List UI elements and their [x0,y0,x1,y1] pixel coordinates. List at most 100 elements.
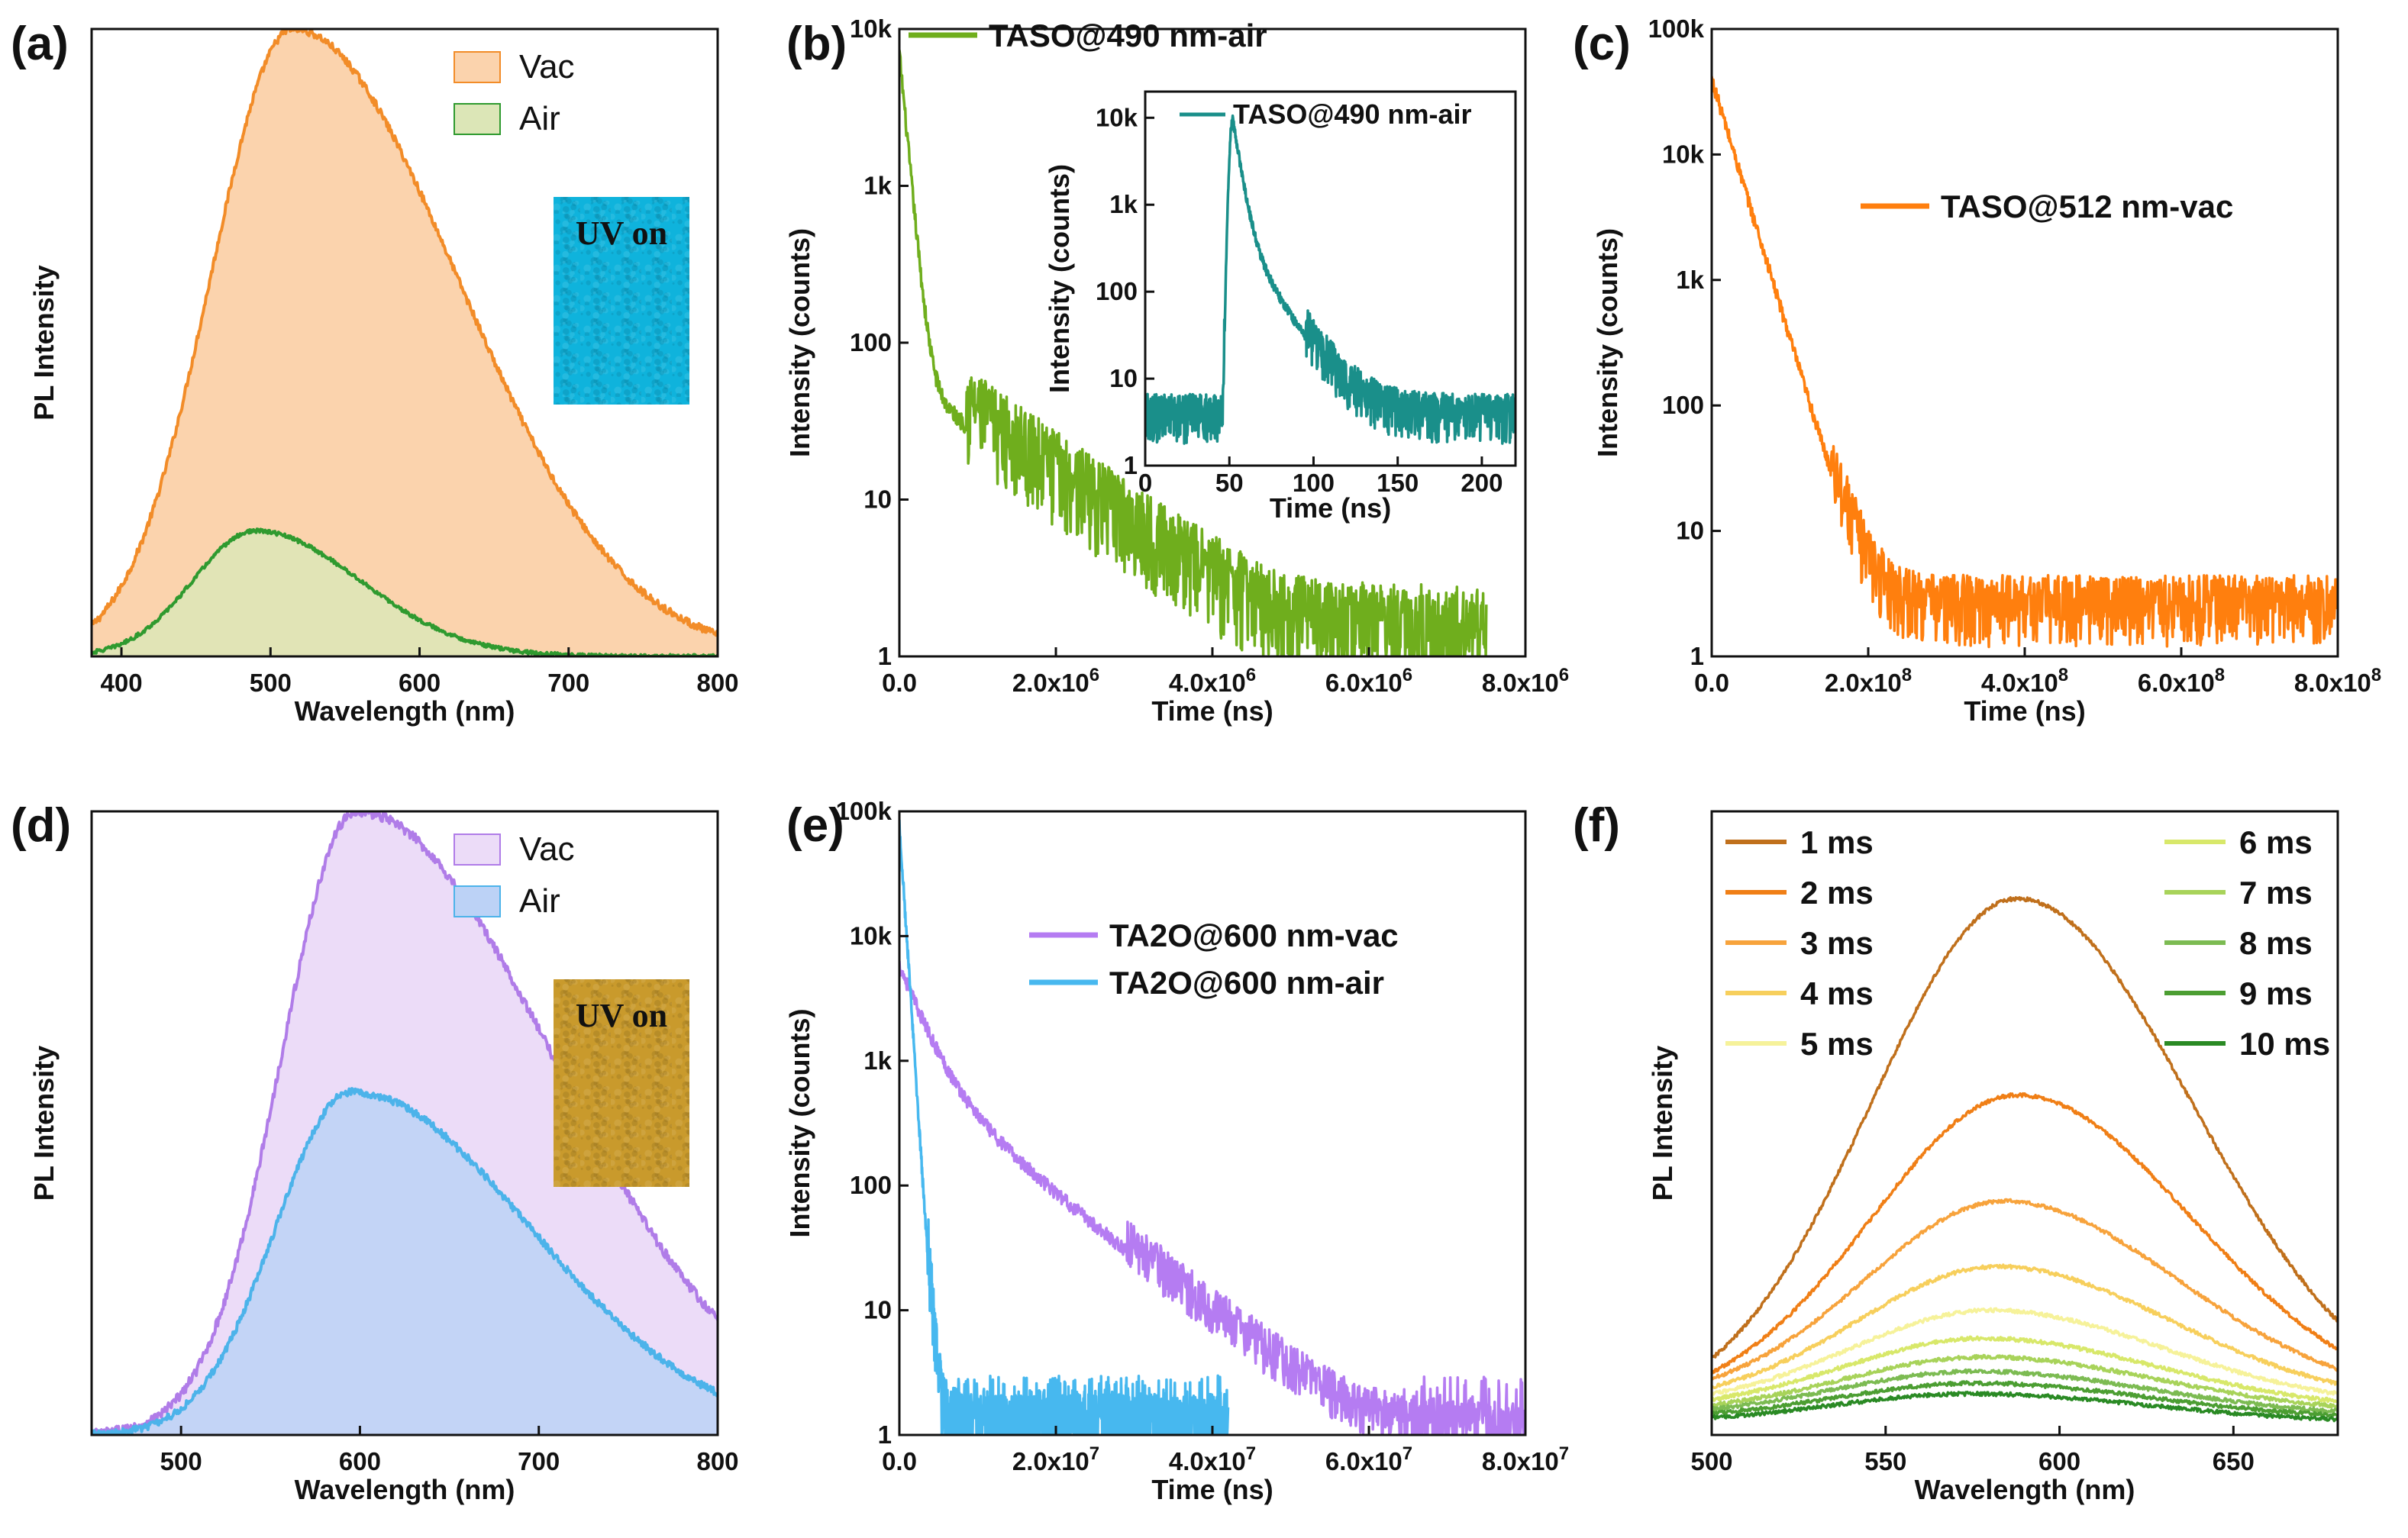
y-axis-title: PL Intensity [28,265,60,420]
x-tick-label: 8.0x106 [1482,665,1569,697]
x-axis-title: Time (ns) [1964,695,2085,727]
plot-frame [1710,27,2339,658]
legend-swatch [454,885,501,917]
series-line-7-ms [1712,1353,2338,1409]
legend-label: 2 ms [1800,875,1874,911]
legend: Vac Air [454,830,575,920]
x-tick-label: 8.0x107 [1482,1443,1569,1475]
x-tick-label: 700 [547,669,589,697]
series-line-6-ms [1712,1335,2338,1404]
y-tick-label: 1k [1109,190,1138,218]
panel-label: (b) [786,18,847,70]
x-tick-label: 0.0 [882,669,917,697]
y-tick-label: 10 [863,1296,892,1324]
y-tick-label: 100 [1662,391,1704,419]
panel-label: (c) [1573,18,1631,70]
x-tick-label: 500 [1690,1447,1732,1475]
series-line-3-ms [1712,1198,2338,1381]
series-group [899,50,1488,656]
panel-label: (f) [1573,799,1620,852]
x-axis-title: Wavelength (nm) [295,1474,515,1505]
panel-d: (d) 500 600 700 800 Wavelength (nm) PL Intensi… [11,799,739,1505]
y-tick-label: 10 [863,485,892,514]
panel-label: (d) [11,799,71,852]
series-line-taso-512-nm-vac [1712,76,2338,649]
series-group [92,29,718,656]
uv-photo-texture [554,979,689,1187]
legend-label: TASO@490 nm-air [989,18,1267,53]
legend-label: Air [519,100,560,137]
series-line-5-ms [1712,1307,2338,1396]
series-group [92,811,718,1435]
y-tick-label: 10 [1676,517,1704,545]
y-tick-label: 10k [1096,103,1138,131]
x-tick-label: 2.0x108 [1825,665,1912,697]
x-tick-label: 550 [1864,1447,1906,1475]
legend: TASO@512 nm-vac [1861,189,2233,224]
legend-label: 8 ms [2239,925,2313,961]
y-tick-label: 10 [1109,364,1138,392]
series-line-8-ms [1712,1368,2338,1414]
x-tick-label: 4.0x108 [1981,665,2068,697]
legend-label: Vac [519,48,575,85]
series-line-2-ms [1712,1091,2338,1375]
y-tick-label: 1 [878,642,892,670]
series-group [1712,76,2338,649]
y-tick-label: 1k [863,1046,892,1075]
plot-frame [1710,810,2339,1436]
panel-a: (a) 400 500 600 700 800 Wavelength (nm) PL Inte… [11,18,739,727]
x-tick-label: 600 [2038,1447,2080,1475]
x-tick-label: 6.0x108 [2138,665,2225,697]
inset-y-axis-title: Intensity (counts) [1044,164,1075,393]
legend-label: Vac [519,830,575,868]
x-axis-title: Time (ns) [1151,695,1273,727]
legend-label: TA2O@600 nm-air [1109,965,1384,1001]
x-tick-label: 200 [1461,469,1503,497]
y-axis-title: Intensity (counts) [1592,228,1623,457]
legend-swatch [454,833,501,866]
legend-label: 6 ms [2239,824,2313,860]
series-line-air [92,1087,718,1435]
x-tick-label: 6.0x106 [1325,665,1412,697]
series-line-1-ms [1712,896,2338,1359]
plot-frame [90,27,719,658]
x-tick-label: 650 [2213,1447,2255,1475]
x-tick-label: 4.0x106 [1169,665,1256,697]
legend-swatch [454,51,501,83]
legend-label: 5 ms [1800,1026,1874,1062]
y-tick-label: 10k [1662,140,1705,168]
plot-frame [898,810,1527,1436]
series-fill-air [92,529,718,656]
series-line-ta2o-600-nm-air [899,819,1230,1435]
x-tick-label: 0 [1138,469,1152,497]
x-tick-label: 4.0x107 [1169,1443,1256,1475]
y-tick-label: 100 [1096,277,1138,305]
legend: TA2O@600 nm-vac TA2O@600 nm-air [1029,917,1399,1001]
series-line-9-ms [1712,1380,2338,1418]
series-group [899,819,1525,1435]
series-fill-air [92,1088,718,1435]
series-fill-vac [92,29,718,656]
legend: TASO@490 nm-air [909,18,1267,53]
panel-label: (a) [11,18,69,70]
panel-label: (e) [786,799,844,852]
legend-label: TA2O@600 nm-vac [1109,917,1399,953]
x-tick-label: 150 [1377,469,1419,497]
inset-x-axis-title: Time (ns) [1270,492,1391,524]
uv-photo-label: UV on [576,997,667,1034]
legend-label: 7 ms [2239,875,2313,911]
x-tick-label: 8.0x108 [2294,665,2381,697]
x-tick-label: 2.0x106 [1012,665,1099,697]
inset-series-group [1145,114,1515,445]
legend-swatch [454,103,501,135]
y-tick-label: 10k [850,15,893,43]
x-tick-label: 500 [160,1447,202,1475]
legend-label: 9 ms [2239,975,2313,1011]
inset-legend-label: TASO@490 nm-air [1233,98,1472,130]
plot-frame [1144,90,1517,467]
legend-label: TASO@512 nm-vac [1941,189,2233,224]
series-line-10-ms [1712,1391,2338,1423]
y-axis-title: PL Intensity [28,1046,60,1201]
y-tick-label: 1k [863,172,892,200]
